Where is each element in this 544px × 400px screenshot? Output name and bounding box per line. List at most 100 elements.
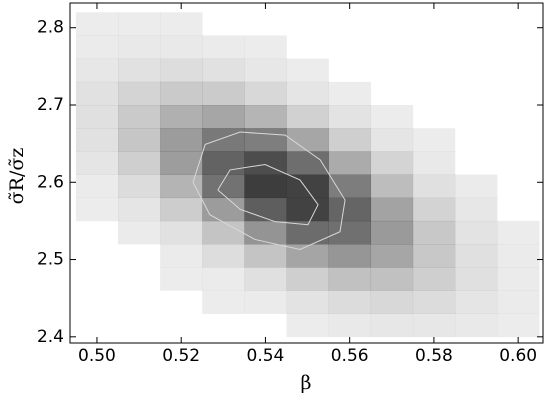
x-tick-label: 0.60: [499, 346, 537, 366]
density-cell: [328, 290, 372, 314]
y-tick-label: 2.4: [37, 327, 64, 347]
plot-frame: [69, 2, 544, 344]
density-cell: [75, 128, 119, 152]
density-cell: [328, 151, 372, 175]
density-cell: [370, 128, 414, 152]
y-tick-label: 2.6: [37, 172, 64, 192]
density-cell: [75, 151, 119, 175]
y-tick-label: 2.8: [37, 18, 64, 38]
density-cell: [118, 58, 161, 83]
density-cell: [497, 290, 540, 314]
density-cell: [160, 58, 203, 83]
density-cell: [370, 151, 414, 175]
density-cell: [244, 128, 287, 152]
y-axis-label: σ̃R/σ̃z: [6, 148, 28, 205]
density-cell: [202, 244, 245, 268]
density-cell: [497, 220, 540, 245]
density-cell: [160, 267, 203, 291]
density-cell: [286, 81, 329, 106]
contour: [217, 163, 319, 226]
density-cell: [370, 197, 414, 222]
density-cell: [160, 12, 203, 36]
density-cell: [328, 174, 372, 199]
density-cell: [328, 128, 372, 152]
y-tick-label: 2.7: [37, 95, 64, 115]
density-cell: [160, 197, 203, 222]
density-cell: [286, 290, 329, 314]
density-cell: [370, 244, 414, 268]
x-tick-label: 0.52: [162, 346, 200, 366]
density-cell: [244, 267, 287, 291]
density-cell: [412, 267, 456, 291]
density-cell: [160, 220, 203, 245]
y-tick-label: 2.5: [37, 250, 64, 270]
density-cell: [118, 220, 161, 245]
density-cell: [454, 244, 498, 268]
x-tick-label: 0.50: [78, 346, 116, 366]
density-cell: [244, 290, 287, 314]
density-cell: [160, 151, 203, 175]
density-cell: [244, 174, 287, 199]
density-cell: [497, 313, 540, 338]
density-cell: [202, 35, 245, 59]
density-cell: [454, 267, 498, 291]
density-cell: [370, 267, 414, 291]
density-cell: [160, 244, 203, 268]
density-cell: [328, 197, 372, 222]
density-cell: [202, 58, 245, 83]
density-cell: [286, 58, 329, 83]
density-cell: [118, 12, 161, 36]
density-cell: [244, 58, 287, 83]
density-cell: [497, 267, 540, 291]
density-cell: [454, 313, 498, 338]
density-cell: [286, 174, 329, 199]
density-cell: [286, 267, 329, 291]
density-cell: [160, 128, 203, 152]
density-cell: [75, 58, 119, 83]
density-cell: [202, 220, 245, 245]
density-cell: [454, 174, 498, 199]
density-cell: [160, 105, 203, 129]
density-cell: [286, 197, 329, 222]
density-cell: [244, 220, 287, 245]
density-cell: [286, 128, 329, 152]
density-cell: [286, 244, 329, 268]
density-cell: [454, 290, 498, 314]
density-cell: [118, 81, 161, 106]
density-cell: [412, 151, 456, 175]
density-cell: [75, 197, 119, 222]
density-cell: [370, 105, 414, 129]
density-cell: [412, 220, 456, 245]
density-cell: [497, 244, 540, 268]
density-cell: [370, 220, 414, 245]
density-cell: [118, 105, 161, 129]
density-cell: [244, 35, 287, 59]
density-cell: [286, 220, 329, 245]
density-cell: [75, 81, 119, 106]
density-cell: [118, 151, 161, 175]
density-cell: [160, 174, 203, 199]
contour: [192, 131, 346, 251]
density-cell: [202, 197, 245, 222]
density-cell: [412, 174, 456, 199]
density-cell: [118, 174, 161, 199]
density-cell: [412, 128, 456, 152]
density-cell: [454, 197, 498, 222]
density-cell: [286, 313, 329, 338]
x-tick-label: 0.54: [247, 346, 285, 366]
density-cell: [202, 151, 245, 175]
density-cell: [412, 313, 456, 338]
density-cell: [328, 313, 372, 338]
density-cell: [328, 220, 372, 245]
x-tick-label: 0.58: [415, 346, 453, 366]
density-cell: [244, 105, 287, 129]
density-cell: [412, 244, 456, 268]
density-cell: [118, 128, 161, 152]
density-cell: [244, 81, 287, 106]
density-cell: [75, 35, 119, 59]
density-cell: [75, 105, 119, 129]
density-cell: [244, 197, 287, 222]
density-cell: [75, 12, 119, 36]
